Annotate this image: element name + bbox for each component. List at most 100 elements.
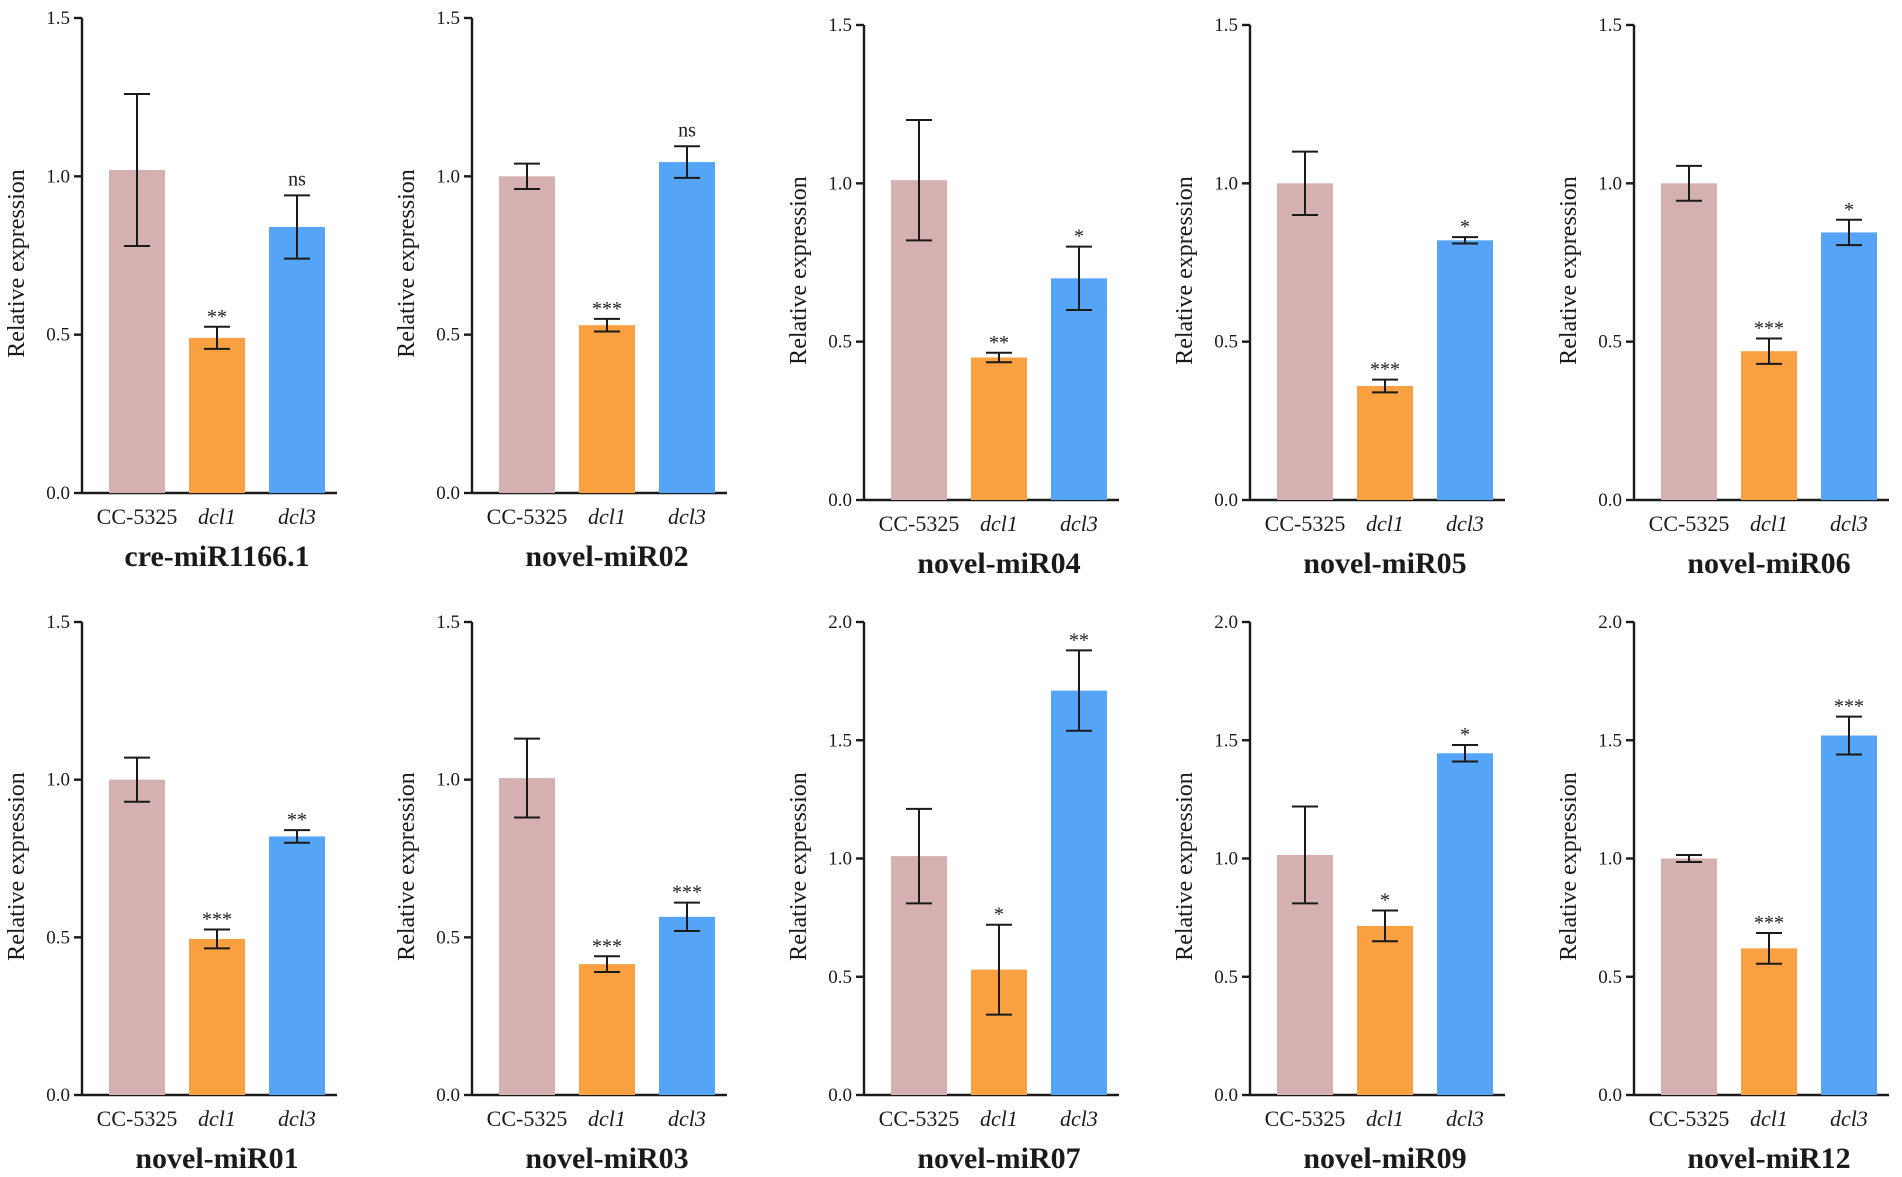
- x-tick-label: dcl1: [1750, 511, 1788, 536]
- bar-dcl1: [971, 357, 1027, 500]
- bar-dcl3: [1051, 278, 1107, 500]
- y-tick-label: 1.5: [436, 8, 460, 29]
- chart-title: novel-miR12: [1687, 1142, 1850, 1175]
- x-tick-label: dcl3: [1060, 1106, 1098, 1131]
- x-tick-label: dcl1: [980, 511, 1018, 536]
- y-axis-label: Relative expression: [4, 169, 30, 358]
- y-tick-label: 2.0: [828, 612, 852, 633]
- error-bar-dcl1: [1756, 931, 1782, 965]
- significance-label: ns: [288, 168, 306, 190]
- y-axis-label: Relative expression: [4, 772, 30, 961]
- error-bar-CC-5325: [124, 756, 150, 803]
- chart-panel-novel-miR09: 0.0 0.5 1.0 1.5 2.0 Relative expression CC-532…: [1172, 612, 1505, 1175]
- bar-dcl1: [189, 938, 245, 1095]
- chart-title: novel-miR04: [917, 547, 1080, 580]
- bar-CC-5325: [499, 778, 555, 1095]
- significance-label: ***: [1754, 912, 1784, 934]
- bar-dcl3: [1437, 753, 1493, 1095]
- y-tick-label: 1.0: [1598, 173, 1622, 194]
- y-tick-label: 0.0: [436, 483, 460, 504]
- y-tick-label: 0.5: [46, 927, 70, 948]
- error-bar-CC-5325: [124, 93, 150, 247]
- significance-label: *: [1460, 216, 1470, 238]
- significance-label: *: [1460, 724, 1470, 746]
- x-tick-label: dcl3: [1830, 511, 1868, 536]
- x-tick-label: dcl3: [1830, 1106, 1868, 1131]
- significance-label: **: [989, 332, 1009, 354]
- error-bar-dcl3: [1836, 715, 1862, 756]
- error-bar-dcl3: [674, 901, 700, 933]
- significance-label: **: [207, 306, 227, 328]
- significance-label: *: [1074, 226, 1084, 248]
- significance-label: ***: [1834, 696, 1864, 718]
- y-tick-label: 1.0: [436, 166, 460, 187]
- significance-label: ***: [202, 908, 232, 930]
- error-bar-CC-5325: [1292, 805, 1318, 905]
- chart-panel-novel-miR07: 0.0 0.5 1.0 1.5 2.0 Relative expression CC-532…: [786, 612, 1119, 1175]
- x-tick-label: CC-5325: [97, 1106, 178, 1131]
- bar-dcl1: [1741, 351, 1797, 500]
- bar-dcl1: [1357, 386, 1413, 500]
- x-tick-label: CC-5325: [97, 504, 178, 529]
- y-axis-label: Relative expression: [786, 176, 812, 365]
- x-tick-label: CC-5325: [487, 1106, 568, 1131]
- y-tick-label: 0.0: [1214, 1085, 1238, 1106]
- y-tick-label: 0.0: [1598, 1085, 1622, 1106]
- error-bar-dcl1: [594, 955, 620, 974]
- bar-dcl1: [579, 964, 635, 1095]
- error-bar-dcl3: [1452, 743, 1478, 763]
- y-tick-label: 0.5: [1214, 332, 1238, 353]
- significance-label: ***: [1754, 318, 1784, 340]
- y-tick-label: 0.0: [1598, 490, 1622, 511]
- chart-panel-cre-miR1166.1: 0.0 0.5 1.0 1.5 Relative expression CC-5325 **…: [4, 8, 337, 573]
- y-tick-label: 1.0: [1214, 173, 1238, 194]
- error-bar-CC-5325: [1292, 150, 1318, 216]
- chart-title: novel-miR03: [525, 1142, 688, 1175]
- x-tick-label: CC-5325: [1265, 511, 1346, 536]
- chart-panel-novel-miR03: 0.0 0.5 1.0 1.5 Relative expression CC-5325 **…: [394, 612, 727, 1175]
- chart-title: cre-miR1166.1: [124, 540, 309, 573]
- x-tick-label: CC-5325: [487, 504, 568, 529]
- chart-title: novel-miR01: [135, 1142, 298, 1175]
- error-bar-CC-5325: [1676, 164, 1702, 202]
- y-tick-label: 0.0: [828, 1085, 852, 1106]
- chart-title: novel-miR06: [1687, 547, 1850, 580]
- y-tick-label: 0.0: [46, 1085, 70, 1106]
- x-tick-label: dcl3: [1446, 511, 1484, 536]
- error-bar-dcl3: [1452, 236, 1478, 245]
- y-tick-label: 0.0: [46, 483, 70, 504]
- y-axis-label: Relative expression: [786, 772, 812, 961]
- bar-dcl1: [1357, 925, 1413, 1095]
- bar-dcl3: [1437, 240, 1493, 501]
- error-bar-CC-5325: [1676, 853, 1702, 864]
- error-bar-dcl3: [1066, 649, 1092, 732]
- x-tick-label: dcl3: [278, 504, 316, 529]
- x-tick-label: dcl1: [198, 1106, 236, 1131]
- x-tick-label: dcl1: [980, 1106, 1018, 1131]
- y-tick-label: 0.5: [828, 967, 852, 988]
- significance-label: *: [994, 904, 1004, 926]
- x-tick-label: dcl1: [198, 504, 236, 529]
- y-tick-label: 0.5: [1214, 967, 1238, 988]
- x-tick-label: dcl1: [588, 504, 626, 529]
- bar-CC-5325: [109, 779, 165, 1095]
- bar-dcl3: [269, 836, 325, 1095]
- y-tick-label: 1.5: [828, 730, 852, 751]
- significance-label: ns: [678, 119, 696, 141]
- y-tick-label: 1.0: [1598, 849, 1622, 870]
- significance-label: ***: [592, 298, 622, 320]
- significance-label: **: [1069, 629, 1089, 651]
- x-tick-label: dcl3: [1060, 511, 1098, 536]
- error-bar-dcl3: [1836, 218, 1862, 247]
- error-bar-dcl1: [986, 923, 1012, 1016]
- bar-dcl1: [1741, 948, 1797, 1095]
- y-tick-label: 1.5: [1598, 15, 1622, 36]
- y-tick-label: 1.0: [436, 770, 460, 791]
- significance-label: ***: [672, 882, 702, 904]
- bar-dcl3: [1051, 690, 1107, 1095]
- y-tick-label: 1.5: [1214, 15, 1238, 36]
- bar-CC-5325: [499, 176, 555, 494]
- bar-dcl1: [579, 325, 635, 493]
